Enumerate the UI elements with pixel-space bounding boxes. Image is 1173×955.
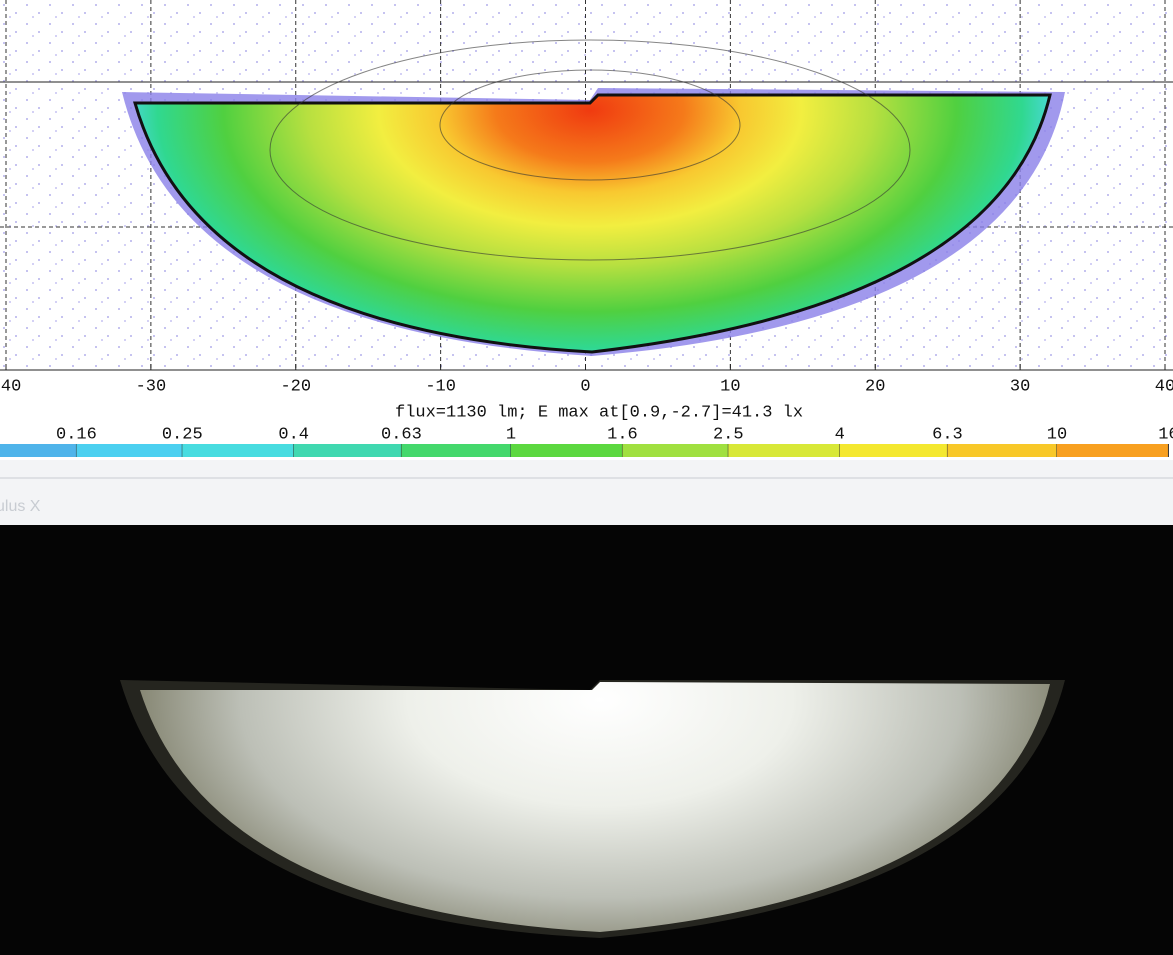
colorbar-label: 1 <box>506 425 516 444</box>
colorbar-label: 0.25 <box>162 425 203 444</box>
colorbar-label: 1.6 <box>607 425 638 444</box>
colorbar-segment <box>839 444 948 457</box>
colorbar-label: 16 <box>1158 425 1173 444</box>
colorbar-segment <box>182 444 294 457</box>
window-title: ulus X <box>0 498 41 515</box>
colorbar-segment <box>76 444 183 457</box>
colorbar-label: 0.63 <box>381 425 422 444</box>
colorbar-label: 10 <box>1047 425 1067 444</box>
x-tick-label: -40 <box>0 377 21 396</box>
colorbar-segment <box>511 444 623 457</box>
x-tick-label: 30 <box>1010 377 1030 396</box>
colorbar-label: 0.16 <box>56 425 97 444</box>
caption: flux=1130 lm; E max at[0.9,-2.7]=41.3 lx <box>395 403 803 422</box>
colorbar-label: 0.4 <box>278 425 309 444</box>
x-tick-label: 40 <box>1155 377 1173 396</box>
window-bar <box>0 460 1173 525</box>
colorbar-label: 2.5 <box>713 425 744 444</box>
colorbar: 0.16 0.25 0.4 0.63 1 1.6 2.5 4 6.3 10 16 <box>0 425 1173 457</box>
x-tick-label: -10 <box>425 377 456 396</box>
beam <box>140 682 1050 932</box>
colorbar-segment <box>293 444 402 457</box>
x-ticks: -40 -30 -20 -10 0 10 20 30 40 <box>0 364 1173 396</box>
x-tick-label: 0 <box>580 377 590 396</box>
colorbar-segment <box>728 444 840 457</box>
colorbar-label: 6.3 <box>932 425 963 444</box>
colorbar-segment <box>947 444 1057 457</box>
x-tick-label: 10 <box>720 377 740 396</box>
colorbar-segment <box>1057 444 1169 457</box>
colorbar-segment <box>401 444 511 457</box>
x-tick-label: 20 <box>865 377 885 396</box>
x-tick-label: -20 <box>280 377 311 396</box>
contour <box>269 39 911 261</box>
contour <box>439 69 741 181</box>
illuminance-map <box>133 93 1052 354</box>
colorbar-segment <box>0 444 77 457</box>
colorbar-label: 4 <box>835 425 845 444</box>
colorbar-segment <box>622 444 729 457</box>
x-tick-label: -30 <box>136 377 167 396</box>
